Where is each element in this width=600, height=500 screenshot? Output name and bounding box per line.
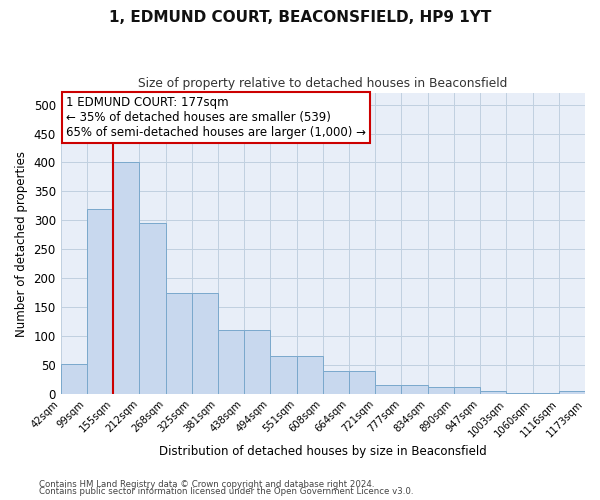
Title: Size of property relative to detached houses in Beaconsfield: Size of property relative to detached ho… xyxy=(138,78,508,90)
Bar xyxy=(401,386,428,394)
Bar xyxy=(192,292,218,394)
Bar xyxy=(533,393,559,394)
Bar xyxy=(349,371,375,394)
Bar xyxy=(323,371,349,394)
Bar xyxy=(244,330,271,394)
Bar xyxy=(113,162,139,394)
Text: Contains public sector information licensed under the Open Government Licence v3: Contains public sector information licen… xyxy=(39,487,413,496)
Text: 1 EDMUND COURT: 177sqm
← 35% of detached houses are smaller (539)
65% of semi-de: 1 EDMUND COURT: 177sqm ← 35% of detached… xyxy=(66,96,366,139)
Bar xyxy=(454,387,480,394)
Bar xyxy=(139,224,166,394)
Bar xyxy=(375,386,401,394)
Bar xyxy=(218,330,244,394)
X-axis label: Distribution of detached houses by size in Beaconsfield: Distribution of detached houses by size … xyxy=(159,444,487,458)
Bar xyxy=(506,393,533,394)
Bar xyxy=(166,292,192,394)
Bar xyxy=(480,391,506,394)
Text: 1, EDMUND COURT, BEACONSFIELD, HP9 1YT: 1, EDMUND COURT, BEACONSFIELD, HP9 1YT xyxy=(109,10,491,25)
Y-axis label: Number of detached properties: Number of detached properties xyxy=(15,150,28,336)
Bar xyxy=(559,391,585,394)
Bar xyxy=(61,364,87,394)
Bar xyxy=(428,387,454,394)
Bar xyxy=(271,356,296,394)
Text: Contains HM Land Registry data © Crown copyright and database right 2024.: Contains HM Land Registry data © Crown c… xyxy=(39,480,374,489)
Bar xyxy=(296,356,323,394)
Bar xyxy=(87,209,113,394)
